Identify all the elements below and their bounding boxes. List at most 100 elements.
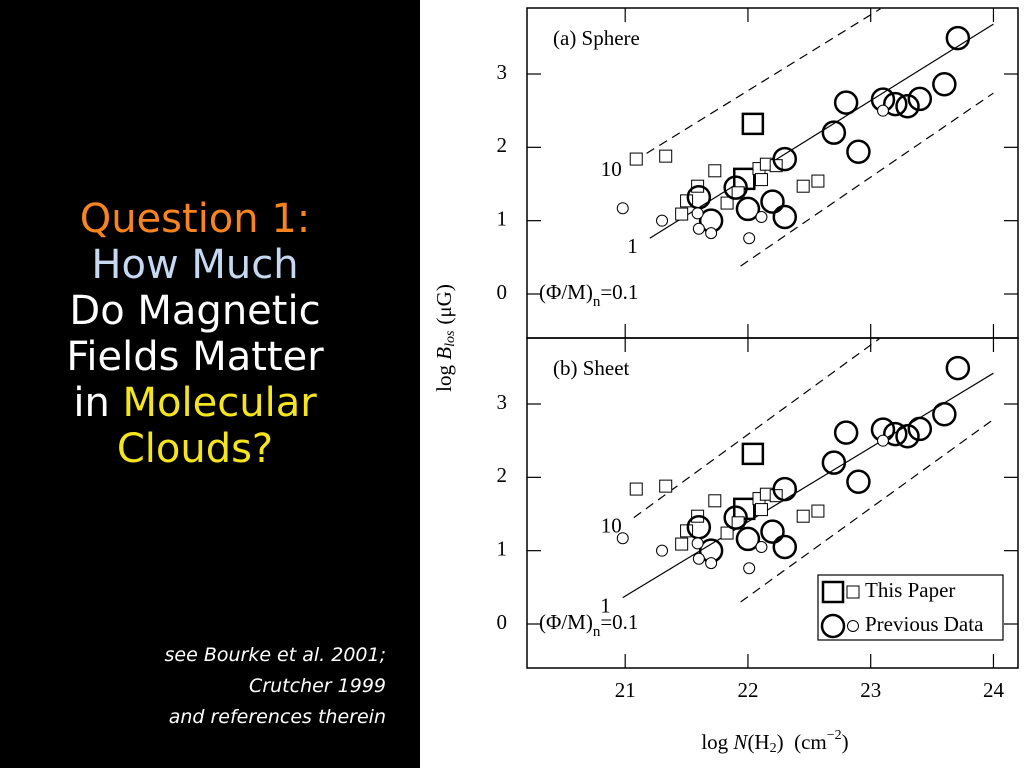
- line-label: 1: [627, 234, 638, 258]
- marker-square: [741, 112, 765, 136]
- marker-circle: [755, 211, 768, 223]
- title-line: Fields Matter: [66, 334, 324, 380]
- model-line: [649, 23, 994, 239]
- figure: log Blos (μG) log N(H2) (cm−2) (a) Sphere…: [420, 0, 1024, 768]
- marker-square: [811, 174, 825, 188]
- x-tick-label: 21: [615, 678, 636, 702]
- marker-circle: [833, 90, 859, 115]
- label-part: n: [593, 294, 601, 310]
- model-line: [633, 338, 880, 519]
- title-line: Do Magnetic: [69, 288, 321, 334]
- panel-title: (b) Sheet: [553, 356, 630, 380]
- marker-circle: [895, 94, 920, 119]
- marker-circle: [772, 534, 798, 560]
- marker-square: [675, 537, 689, 551]
- marker-circle: [820, 613, 846, 639]
- legend-label: This Paper: [865, 578, 955, 602]
- title-line: in Molecular: [0, 380, 390, 426]
- line-label: 1: [600, 593, 611, 617]
- model-line: [622, 372, 994, 599]
- marker-square: [629, 152, 643, 166]
- marker-circle: [691, 207, 704, 220]
- line-label: (Φ/M)n=0.1: [539, 610, 638, 641]
- marker-circle: [656, 214, 669, 227]
- marker-circle: [772, 204, 798, 230]
- label-part: =0.1: [600, 610, 638, 634]
- y-tick-label: 1: [497, 206, 508, 230]
- marker-square: [675, 207, 689, 221]
- y-tick-label: 1: [497, 536, 508, 560]
- marker-circle: [743, 562, 756, 575]
- model-line: [740, 418, 994, 603]
- marker-circle: [883, 91, 908, 117]
- label-part: n: [593, 624, 601, 640]
- marker-circle: [772, 476, 798, 502]
- title-part: Molecular: [122, 380, 317, 426]
- marker-circle: [907, 86, 933, 112]
- marker-square: [659, 479, 673, 493]
- marker-circle: [821, 450, 847, 475]
- label-part: log: [701, 730, 733, 754]
- marker-circle: [616, 202, 629, 215]
- marker-square: [659, 149, 673, 163]
- marker-circle: [743, 232, 756, 245]
- marker-circle: [705, 557, 718, 570]
- text-panel: Question 1: How Much Do Magnetic Fields …: [0, 0, 420, 768]
- label-part: (μG): [432, 284, 456, 324]
- label-part: log: [432, 360, 456, 392]
- marker-square: [733, 497, 756, 521]
- legend: This Paper Previous Data: [817, 574, 1004, 641]
- marker-square: [741, 442, 765, 466]
- marker-circle: [723, 505, 748, 530]
- reference-line: see Bourke et al. 2001;: [164, 644, 387, 666]
- plot-frame: [526, 337, 1019, 669]
- marker-circle: [847, 620, 859, 632]
- marker-square: [811, 504, 825, 518]
- marker-square: [821, 580, 845, 604]
- marker-square: [846, 585, 860, 599]
- title-line: How Much: [91, 242, 299, 288]
- marker-circle: [821, 120, 847, 145]
- question: Question 1: How Much Do Magnetic Fields …: [0, 196, 390, 472]
- title-line: Question 1:: [79, 196, 311, 242]
- label-part: (H: [747, 730, 769, 754]
- x-axis-label: log N(H2) (cm−2): [701, 728, 848, 756]
- marker-square: [720, 196, 734, 210]
- marker-circle: [723, 175, 748, 200]
- label-part: 2: [770, 741, 777, 756]
- marker-circle: [876, 434, 889, 447]
- reference-line: Crutcher 1999: [249, 675, 386, 697]
- marker-circle: [656, 544, 669, 557]
- line-label: (Φ/M)n=0.1: [539, 280, 638, 311]
- label-part: (Φ/M): [539, 610, 593, 634]
- x-tick-label: 24: [983, 678, 1005, 702]
- marker-circle: [772, 146, 798, 172]
- marker-square: [754, 503, 768, 517]
- label-part: los: [443, 330, 458, 347]
- label-part: −2: [827, 728, 842, 743]
- label-part: B: [432, 347, 456, 360]
- label-part: =0.1: [600, 280, 638, 304]
- marker-circle: [735, 526, 761, 552]
- marker-circle: [760, 189, 785, 214]
- marker-circle: [833, 420, 859, 445]
- panel-title: (a) Sphere: [553, 26, 640, 50]
- marker-circle: [760, 519, 785, 544]
- y-axis-label: log Blos (μG): [432, 284, 458, 392]
- line-label: 10: [601, 513, 622, 537]
- marker-square: [629, 482, 643, 496]
- marker-circle: [932, 72, 957, 97]
- marker-circle: [895, 424, 920, 449]
- marker-square: [708, 494, 722, 508]
- marker-circle: [846, 469, 871, 494]
- model-line: [633, 8, 881, 162]
- legend-label: Previous Data: [865, 612, 984, 636]
- marker-circle: [705, 227, 718, 240]
- reference-line: and references therein: [168, 706, 386, 728]
- marker-square: [796, 509, 810, 523]
- label-part: ): [842, 730, 849, 754]
- marker-circle: [945, 25, 971, 51]
- marker-circle: [945, 355, 971, 381]
- marker-circle: [692, 552, 705, 565]
